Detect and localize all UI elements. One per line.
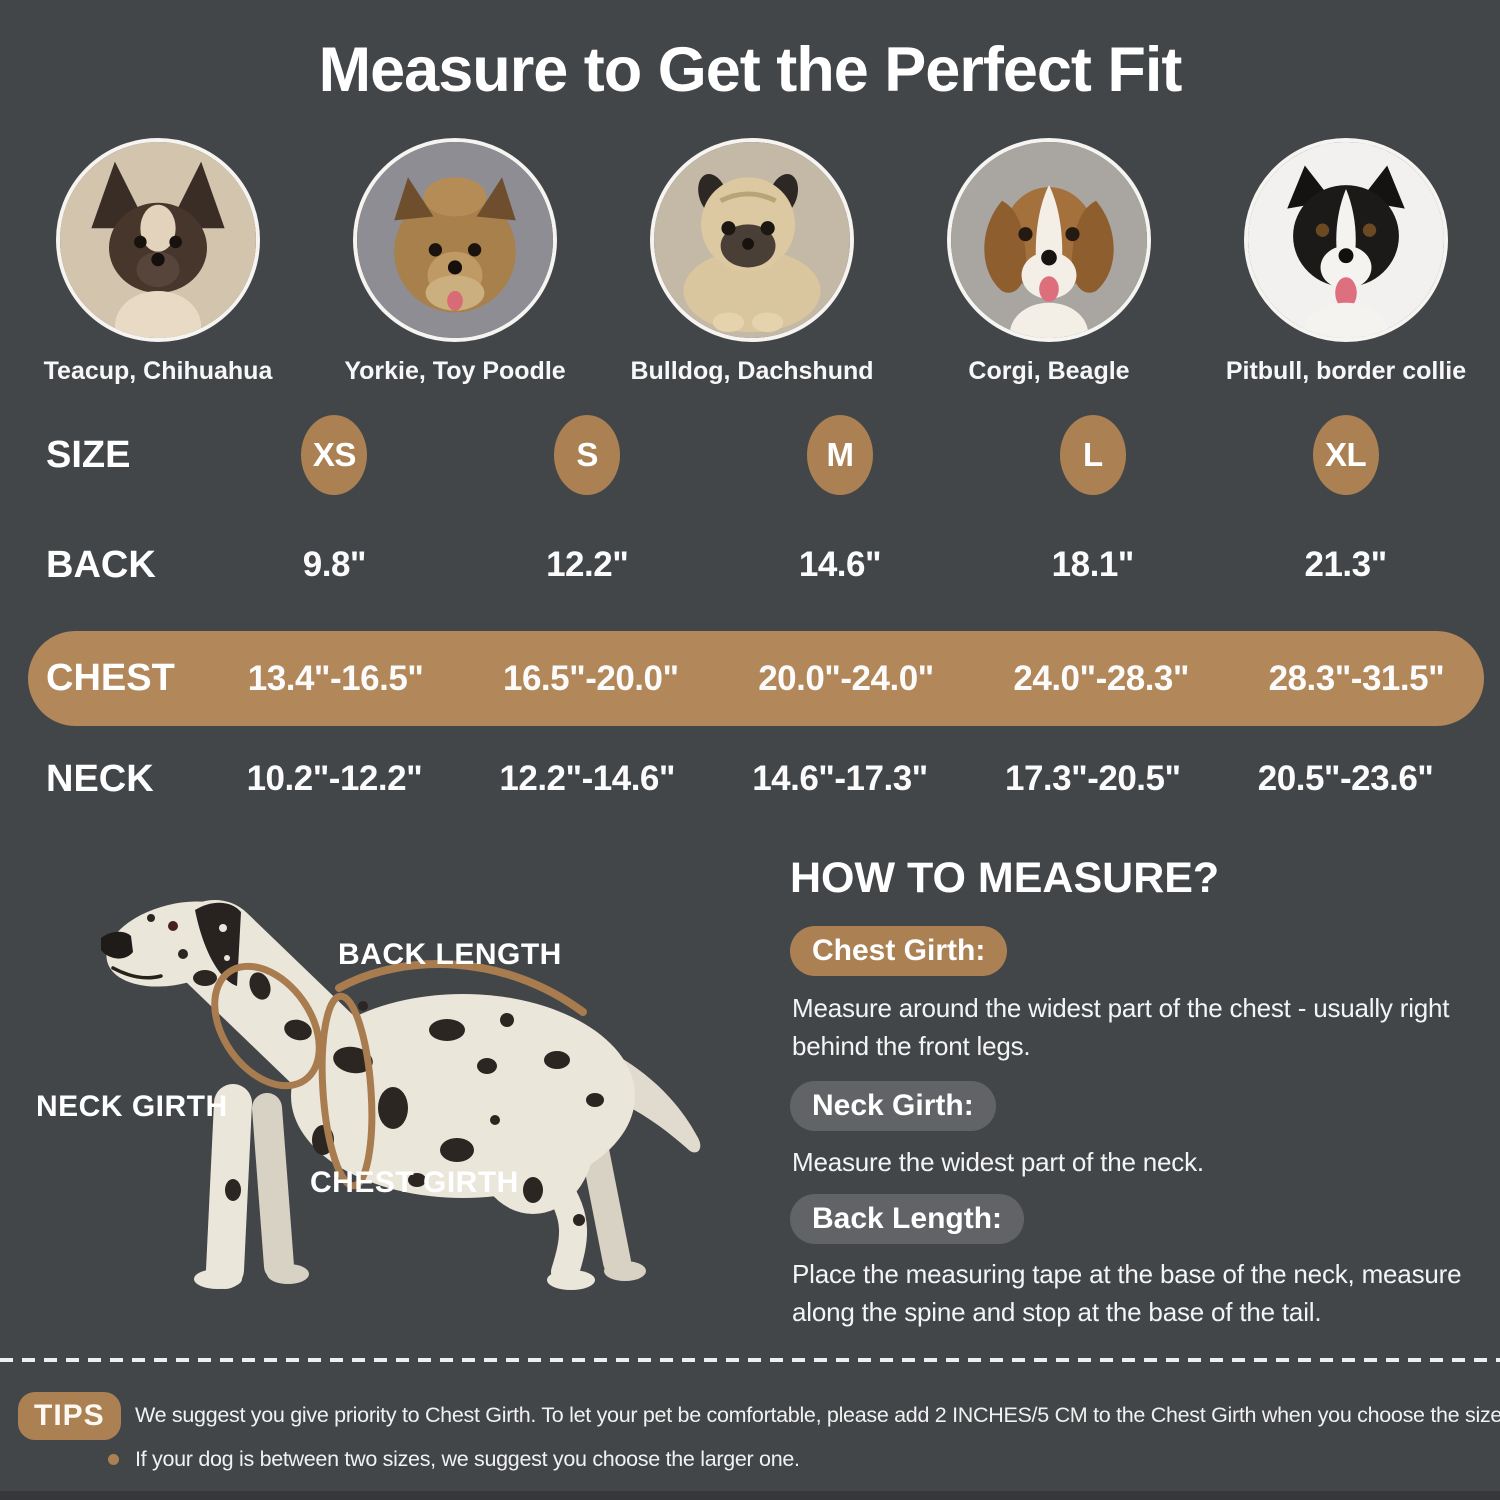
border-collie-illustration [1248, 142, 1444, 338]
chihuahua-illustration [60, 142, 256, 338]
breed-label: Yorkie, Toy Poodle [344, 357, 566, 385]
tip-item: We suggest you give priority to Chest Gi… [108, 1403, 1500, 1428]
size-badge-xl: XL [1312, 415, 1379, 495]
neck-value-xl: 20.5"-23.6" [1257, 759, 1434, 798]
size-row: SIZE XS S M L XL [40, 410, 1472, 500]
tip-text: If your dog is between two sizes, we sug… [135, 1447, 800, 1471]
row-label-chest: CHEST [46, 657, 175, 699]
chest-girth-instructions: Measure around the widest part of the ch… [792, 993, 1450, 1061]
breed-pug: Bulldog, Dachshund [602, 138, 902, 386]
size-badge-s: S [554, 415, 621, 495]
chest-value-s: 16.5"-20.0" [502, 658, 679, 698]
back-length-instructions: Place the measuring tape at the base of … [792, 1259, 1462, 1327]
breed-yorkie: Yorkie, Toy Poodle [305, 138, 605, 386]
neck-girth-instructions: Measure the widest part of the neck. [792, 1147, 1204, 1177]
breed-border-collie: Pitbull, border collie [1196, 138, 1496, 386]
bottom-edge-strip [0, 1491, 1500, 1500]
size-badge-xs: XS [301, 415, 368, 495]
pug-photo [650, 138, 854, 342]
breed-label: Pitbull, border collie [1225, 357, 1467, 385]
neck-value-s: 12.2"-14.6" [499, 759, 675, 798]
page-title: Measure to Get the Perfect Fit [318, 35, 1183, 105]
back-length-pill: Back Length: [790, 1194, 1025, 1244]
breed-chihuahua: Teacup, Chihuahua [8, 138, 308, 386]
back-value-s: 12.2" [546, 545, 629, 584]
bullet-dot-icon [108, 1454, 119, 1465]
row-label-neck: NECK [46, 757, 154, 800]
pug-illustration [654, 142, 850, 338]
breed-label: Teacup, Chihuahua [43, 357, 273, 385]
yorkie-illustration [357, 142, 553, 338]
chest-value-m: 20.0"-24.0" [758, 658, 934, 698]
breed-label: Corgi, Beagle [968, 357, 1130, 385]
yorkie-photo [353, 138, 557, 342]
neck-value-m: 14.6"-17.3" [752, 759, 928, 798]
chest-girth-pill: Chest Girth: [790, 926, 1008, 976]
back-length-label: BACK LENGTH [338, 938, 562, 971]
row-label-back: BACK [46, 543, 156, 586]
chest-row-highlight: CHEST 13.4"-16.5" 16.5"-20.0" 20.0"-24.0… [28, 631, 1484, 726]
bullet-dot-icon [108, 1410, 119, 1421]
border-collie-photo [1244, 138, 1448, 342]
neck-value-xs: 10.2"-12.2" [246, 759, 423, 798]
chest-value-xl: 28.3"-31.5" [1268, 658, 1445, 698]
back-value-xl: 21.3" [1304, 545, 1387, 584]
tip-item: If your dog is between two sizes, we sug… [108, 1447, 800, 1472]
beagle-illustration [951, 142, 1147, 338]
tip-text: We suggest you give priority to Chest Gi… [135, 1403, 1500, 1427]
breed-label: Bulldog, Dachshund [630, 357, 874, 385]
back-row: BACK 9.8" 12.2" 14.6" 18.1" 21.3" [40, 528, 1472, 602]
back-value-l: 18.1" [1051, 545, 1135, 584]
how-to-measure-heading: HOW TO MEASURE? [790, 854, 1220, 902]
back-value-m: 14.6" [798, 545, 882, 584]
neck-value-l: 17.3"-20.5" [1004, 759, 1181, 798]
beagle-photo [947, 138, 1151, 342]
dashed-divider [0, 1358, 1500, 1362]
neck-row: NECK 10.2"-12.2" 12.2"-14.6" 14.6"-17.3"… [40, 742, 1472, 816]
row-label-size: SIZE [46, 433, 131, 476]
tips-badge: TIPS [18, 1392, 121, 1440]
back-value-xs: 9.8" [302, 545, 367, 584]
chest-girth-label: CHEST GIRTH [310, 1166, 519, 1199]
chest-value-xs: 13.4"-16.5" [247, 658, 424, 698]
chest-value-l: 24.0"-28.3" [1013, 658, 1189, 698]
size-badge-m: M [806, 415, 873, 495]
chihuahua-photo [56, 138, 260, 342]
dalmatian-measurement-diagram [101, 900, 701, 1290]
neck-girth-pill: Neck Girth: [790, 1081, 996, 1131]
breed-beagle: Corgi, Beagle [899, 138, 1199, 386]
neck-girth-label: NECK GIRTH [36, 1090, 228, 1123]
size-badge-l: L [1059, 415, 1126, 495]
